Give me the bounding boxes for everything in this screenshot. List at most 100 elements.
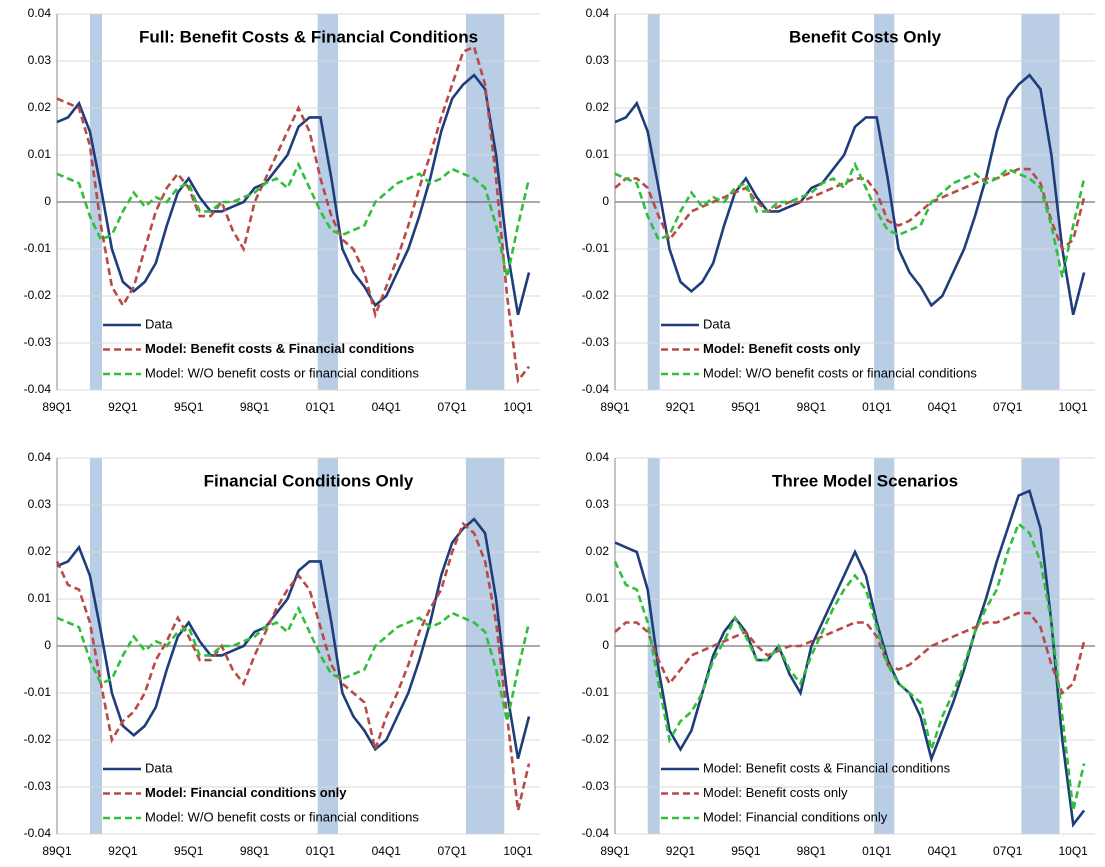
series-line <box>56 161 531 278</box>
x-tick-label: 01Q1 <box>306 400 336 414</box>
panel: 0.04 0.03 0.02 0.01 0 -0.01 -0.02 -0.03 -0.04 89Q… <box>582 6 1095 414</box>
legend-label: Model: W/O benefit costs or financial co… <box>145 365 419 380</box>
chart-title: Benefit Costs Only <box>789 27 942 46</box>
y-tick-label: -0.01 <box>582 685 610 699</box>
y-tick-label: 0.03 <box>28 497 52 511</box>
chart-title: Three Model Scenarios <box>772 471 958 490</box>
series-line <box>55 521 531 811</box>
legend-label: Model: W/O benefit costs or financial co… <box>703 365 977 380</box>
y-tick-label: 0.03 <box>586 53 610 67</box>
legend-label: Model: Benefit costs & Financial conditi… <box>145 341 414 356</box>
x-tick-label: 10Q1 <box>1059 844 1089 858</box>
y-tick-label: 0 <box>602 194 609 208</box>
x-tick-label: 01Q1 <box>306 844 336 858</box>
y-tick-label: 0.04 <box>586 6 610 20</box>
x-tick-label: 92Q1 <box>108 400 138 414</box>
series-line <box>614 611 1086 696</box>
y-tick-label: -0.03 <box>24 335 52 349</box>
series-line <box>614 489 1086 828</box>
y-tick-label: -0.04 <box>582 826 610 840</box>
series-line <box>56 517 531 760</box>
chart-title: Financial Conditions Only <box>204 471 414 490</box>
legend-label: Model: Benefit costs & Financial conditi… <box>703 760 951 775</box>
x-tick-label: 04Q1 <box>372 400 402 414</box>
x-tick-label: 89Q1 <box>42 400 72 414</box>
y-tick-label: -0.02 <box>24 732 52 746</box>
y-tick-label: 0.01 <box>586 591 610 605</box>
y-tick-label: -0.04 <box>582 382 610 396</box>
y-tick-label: -0.03 <box>582 335 610 349</box>
x-tick-label: 89Q1 <box>600 400 630 414</box>
x-tick-label: 04Q1 <box>372 844 402 858</box>
legend-label: Model: Financial conditions only <box>145 785 347 800</box>
x-tick-label: 07Q1 <box>993 400 1023 414</box>
y-tick-label: 0 <box>602 638 609 652</box>
x-tick-label: 04Q1 <box>928 844 958 858</box>
x-tick-label: 92Q1 <box>666 844 696 858</box>
y-tick-label: -0.02 <box>582 288 610 302</box>
x-tick-label: 95Q1 <box>731 400 761 414</box>
y-tick-label: 0.02 <box>586 100 610 114</box>
x-tick-label: 10Q1 <box>503 400 533 414</box>
series-line <box>56 45 531 384</box>
legend-label: Data <box>145 316 173 331</box>
chart-title: Full: Benefit Costs & Financial Conditio… <box>139 27 478 46</box>
x-tick-label: 92Q1 <box>666 400 696 414</box>
y-tick-label: 0.03 <box>586 497 610 511</box>
panel: 0.04 0.03 0.02 0.01 0 -0.01 -0.02 -0.03 -0.04 89Q… <box>582 450 1095 858</box>
legend-label: Model: Financial conditions only <box>703 809 888 824</box>
y-tick-label: 0.02 <box>586 544 610 558</box>
y-tick-label: -0.04 <box>24 382 52 396</box>
y-tick-label: -0.01 <box>24 685 52 699</box>
series-line <box>614 73 1086 316</box>
y-tick-label: -0.04 <box>24 826 52 840</box>
series-line <box>56 605 531 722</box>
x-tick-label: 95Q1 <box>174 400 204 414</box>
y-tick-label: 0 <box>44 638 51 652</box>
x-tick-label: 07Q1 <box>438 844 468 858</box>
series-line <box>56 73 531 316</box>
y-tick-label: 0.04 <box>586 450 610 464</box>
x-tick-label: 98Q1 <box>240 844 270 858</box>
legend-label: Model: Benefit costs only <box>703 785 848 800</box>
panel: 0.04 0.03 0.02 0.01 0 -0.01 -0.02 -0.03 -0.04 89Q… <box>24 6 540 414</box>
y-tick-label: -0.03 <box>582 779 610 793</box>
legend-label: Model: Benefit costs only <box>703 341 861 356</box>
y-tick-label: 0.01 <box>586 147 610 161</box>
series-line <box>614 161 1086 278</box>
y-tick-label: 0.02 <box>28 544 52 558</box>
y-tick-label: 0.03 <box>28 53 52 67</box>
x-tick-label: 10Q1 <box>1059 400 1089 414</box>
legend-label: Data <box>145 760 173 775</box>
x-tick-label: 95Q1 <box>174 844 204 858</box>
y-tick-label: -0.02 <box>582 732 610 746</box>
y-tick-label: -0.01 <box>582 241 610 255</box>
y-tick-label: -0.01 <box>24 241 52 255</box>
x-tick-label: 10Q1 <box>503 844 533 858</box>
series-line <box>614 167 1086 252</box>
x-tick-label: 89Q1 <box>600 844 630 858</box>
x-tick-label: 98Q1 <box>797 400 827 414</box>
x-tick-label: 98Q1 <box>240 400 270 414</box>
y-tick-label: 0.01 <box>28 147 52 161</box>
y-tick-label: 0.02 <box>28 100 52 114</box>
legend-label: Data <box>703 316 731 331</box>
y-tick-label: 0.04 <box>28 6 52 20</box>
x-tick-label: 95Q1 <box>731 844 761 858</box>
x-tick-label: 89Q1 <box>42 844 72 858</box>
x-tick-label: 07Q1 <box>438 400 468 414</box>
series-line <box>613 521 1086 811</box>
x-tick-label: 04Q1 <box>928 400 958 414</box>
y-tick-label: -0.02 <box>24 288 52 302</box>
x-tick-label: 98Q1 <box>797 844 827 858</box>
y-tick-label: 0.01 <box>28 591 52 605</box>
x-tick-label: 01Q1 <box>862 400 892 414</box>
y-tick-label: 0.04 <box>28 450 52 464</box>
x-tick-label: 01Q1 <box>862 844 892 858</box>
x-tick-label: 07Q1 <box>993 844 1023 858</box>
y-tick-label: 0 <box>44 194 51 208</box>
panel: 0.04 0.03 0.02 0.01 0 -0.01 -0.02 -0.03 -0.04 89Q… <box>24 450 540 858</box>
legend-label: Model: W/O benefit costs or financial co… <box>145 809 419 824</box>
x-tick-label: 92Q1 <box>108 844 138 858</box>
